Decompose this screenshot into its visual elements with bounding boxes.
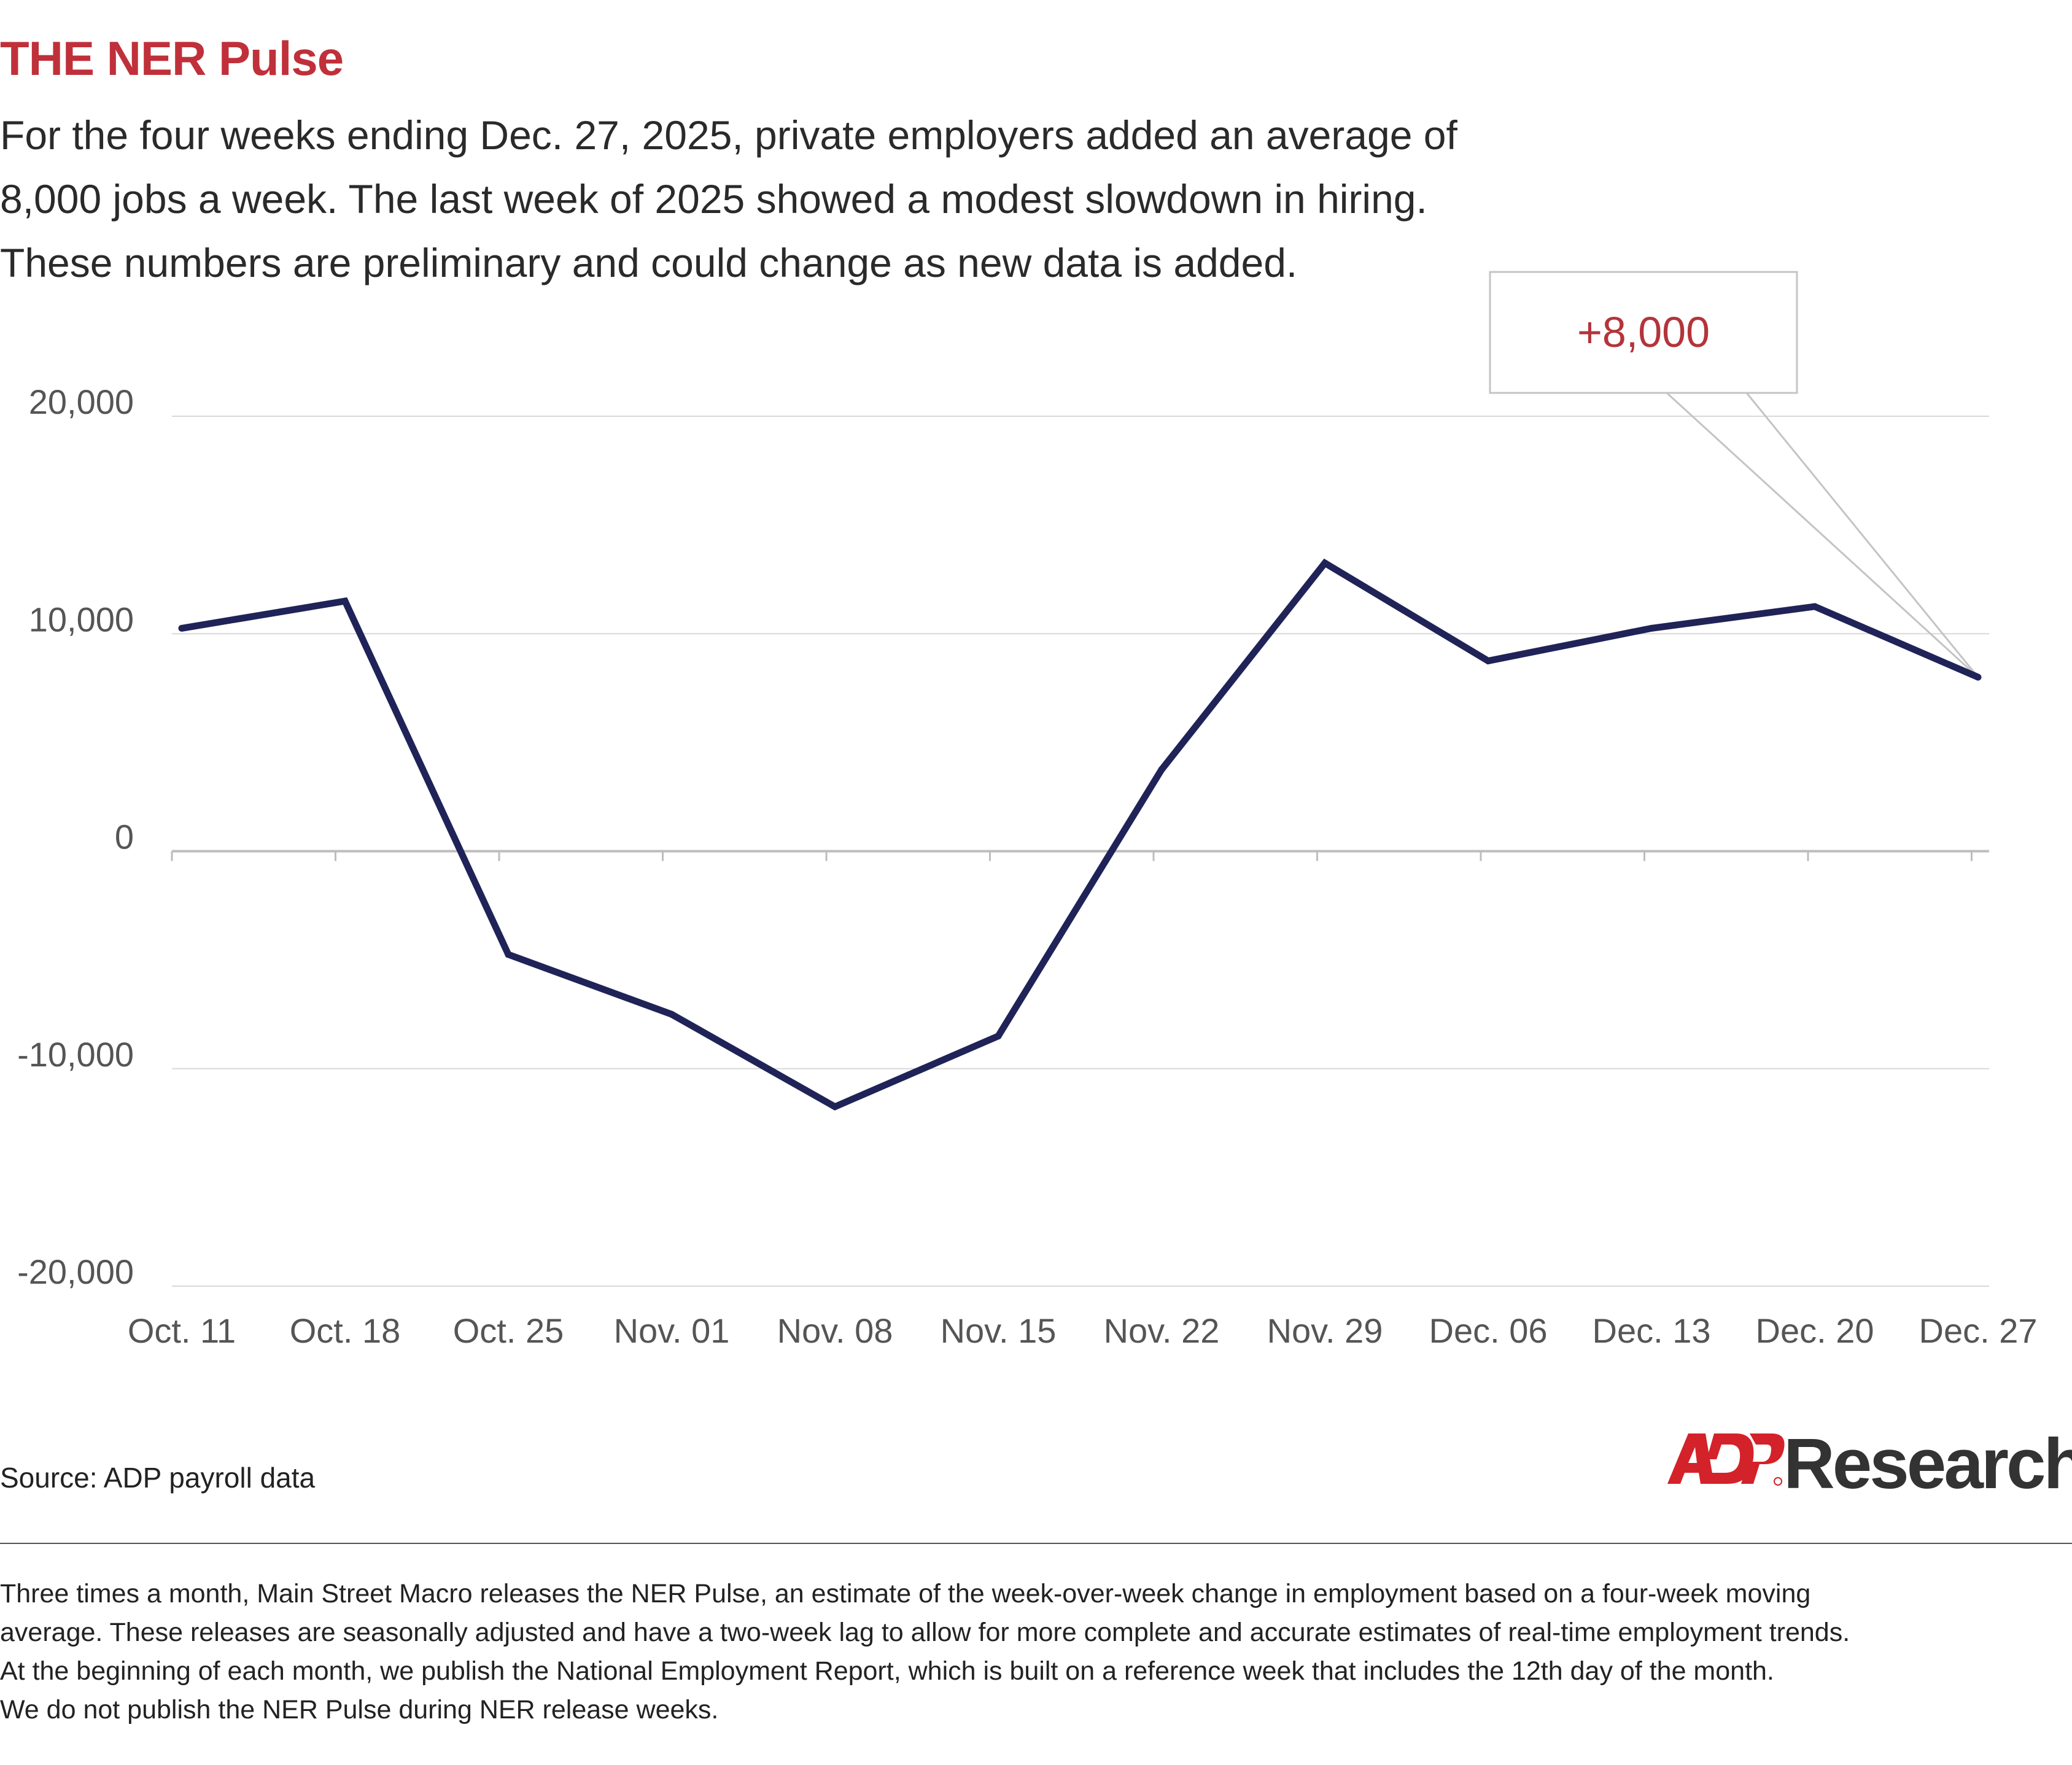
callout-box xyxy=(1489,271,1798,394)
y-tick-label: -10,000 xyxy=(17,1035,134,1074)
x-tick-label: Nov. 22 xyxy=(1104,1311,1220,1350)
x-tick-label: Dec. 20 xyxy=(1756,1311,1874,1350)
data-point xyxy=(995,1033,1002,1040)
subtitle-line: 8,000 jobs a week. The last week of 2025… xyxy=(0,176,1427,222)
footnote-line: average. These releases are seasonally a… xyxy=(0,1618,1850,1647)
chart-title: THE NER Pulse xyxy=(0,31,344,85)
callout-leader xyxy=(1666,392,1979,678)
data-point xyxy=(1648,624,1655,632)
footnote-line: We do not publish the NER Pulse during N… xyxy=(0,1695,719,1724)
footnote-line: Three times a month, Main Street Macro r… xyxy=(0,1579,1811,1608)
footnote: Three times a month, Main Street Macro r… xyxy=(0,1575,2072,1729)
subtitle-line: These numbers are preliminary and could … xyxy=(0,240,1298,285)
x-tick-label: Dec. 06 xyxy=(1429,1311,1548,1350)
callout-leader xyxy=(1745,392,1979,678)
y-tick-label: 10,000 xyxy=(29,600,134,638)
footnote-line: At the beginning of each month, we publi… xyxy=(0,1656,1774,1686)
y-tick-label: 20,000 xyxy=(29,382,134,421)
data-point xyxy=(505,951,512,958)
adp-research-logo: Research xyxy=(1664,1424,2072,1503)
series-line xyxy=(181,558,1980,1111)
x-tick-label: Nov. 08 xyxy=(777,1311,893,1350)
data-point xyxy=(178,624,185,632)
x-tick-label: Oct. 11 xyxy=(128,1311,236,1350)
data-point xyxy=(831,1103,839,1111)
x-tick-label: Nov. 01 xyxy=(614,1311,730,1350)
callout-value: +8,000 xyxy=(1577,308,1710,356)
data-point xyxy=(1974,673,1982,681)
x-tick-label: Nov. 15 xyxy=(941,1311,1057,1350)
y-tick-label: 0 xyxy=(115,818,134,856)
data-point xyxy=(341,597,349,605)
logo-wordmark: Research xyxy=(1783,1424,2072,1503)
x-tick-label: Dec. 13 xyxy=(1593,1311,1711,1350)
subtitle-line: For the four weeks ending Dec. 27, 2025,… xyxy=(0,112,1457,158)
divider xyxy=(0,1543,2072,1544)
source-note: Source: ADP payroll data xyxy=(0,1462,316,1494)
adp-logo-icon xyxy=(1667,1433,1785,1486)
x-tick-label: Nov. 29 xyxy=(1267,1311,1383,1350)
x-tick-label: Dec. 27 xyxy=(1919,1311,2038,1350)
x-tick-label: Oct. 25 xyxy=(453,1311,564,1350)
data-point xyxy=(1484,658,1492,665)
data-point xyxy=(1158,766,1165,774)
chart-subtitle: For the four weeks ending Dec. 27, 2025,… xyxy=(0,103,1535,295)
y-tick-label: -20,000 xyxy=(17,1252,134,1291)
data-point xyxy=(1321,559,1329,567)
data-point xyxy=(668,1011,675,1018)
data-point xyxy=(1811,603,1818,610)
x-tick-label: Oct. 18 xyxy=(290,1311,401,1350)
